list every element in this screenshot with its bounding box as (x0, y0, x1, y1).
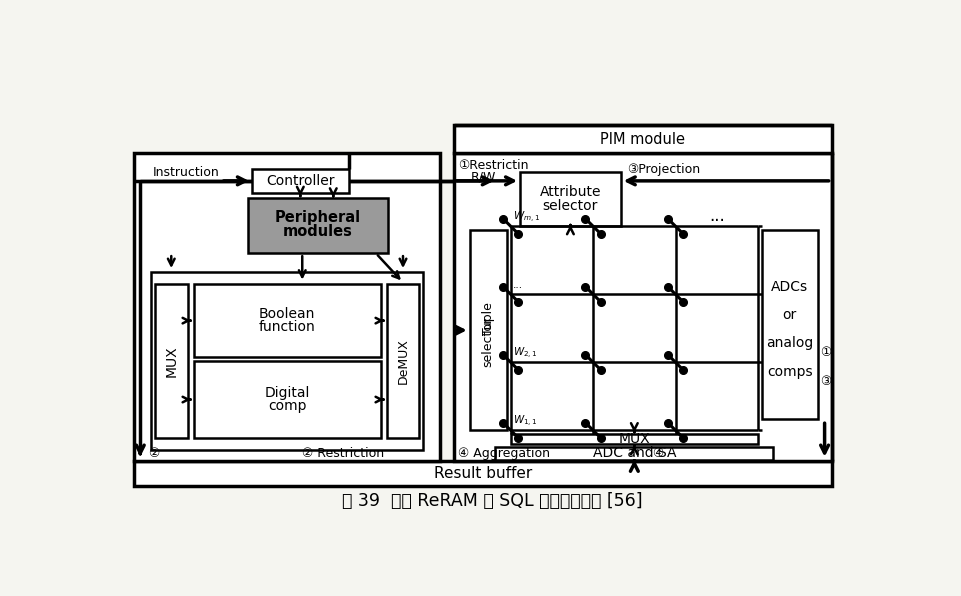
Bar (135, 153, 440, 461)
Bar (151, 272, 423, 449)
Text: MUX: MUX (619, 432, 651, 446)
Bar (762, 230, 818, 419)
Text: function: function (259, 320, 315, 334)
Text: $W_{2,1}$: $W_{2,1}$ (513, 346, 537, 361)
Text: Digital: Digital (264, 386, 309, 401)
Text: analog: analog (766, 336, 813, 350)
Bar (194, 284, 381, 357)
Bar (455, 125, 831, 153)
Text: Instruction: Instruction (153, 166, 219, 179)
Text: ③: ③ (820, 374, 831, 387)
Bar (510, 434, 758, 444)
Text: selector: selector (543, 198, 598, 213)
Bar (155, 284, 187, 438)
Text: Peripheral: Peripheral (275, 210, 360, 225)
Text: modules: modules (283, 224, 353, 239)
Text: R/W: R/W (471, 170, 497, 184)
Text: comp: comp (268, 399, 307, 412)
Bar (520, 172, 621, 226)
Text: ④ Aggregation: ④ Aggregation (458, 447, 550, 460)
Text: selector: selector (481, 316, 495, 367)
Text: or: or (782, 308, 797, 322)
Text: ④: ④ (652, 447, 663, 460)
Text: ...: ... (709, 207, 725, 225)
Text: Boolean: Boolean (259, 308, 315, 321)
Bar (470, 230, 506, 430)
Text: MUX: MUX (164, 345, 179, 377)
Text: ①: ① (820, 346, 831, 359)
Bar (252, 169, 349, 193)
Bar (386, 284, 419, 438)
Bar (455, 153, 831, 461)
Text: $W_{m,1}$: $W_{m,1}$ (513, 210, 540, 225)
Text: ② Restriction: ② Restriction (303, 447, 384, 460)
Text: Result buffer: Result buffer (433, 466, 532, 481)
Text: Tuple: Tuple (481, 302, 495, 335)
Text: Attribute: Attribute (540, 185, 602, 198)
Text: ADC and SA: ADC and SA (593, 446, 677, 460)
Text: comps: comps (767, 365, 813, 378)
Text: ADCs: ADCs (771, 280, 808, 294)
Text: ①Restrictin: ①Restrictin (458, 159, 529, 172)
Bar (495, 446, 774, 460)
Bar (135, 461, 831, 486)
Text: $W_{1,1}$: $W_{1,1}$ (513, 414, 537, 429)
Text: ...: ... (513, 280, 523, 290)
Text: PIM module: PIM module (601, 132, 685, 147)
Bar (248, 198, 387, 253)
Bar (194, 361, 381, 438)
Text: DeMUX: DeMUX (397, 338, 409, 384)
Text: ②: ② (149, 447, 160, 460)
Text: 图 39  基于 ReRAM 的 SQL 存内查询结构 [56]: 图 39 基于 ReRAM 的 SQL 存内查询结构 [56] (342, 492, 643, 510)
Text: Controller: Controller (266, 174, 334, 188)
Text: ③Projection: ③Projection (627, 163, 701, 176)
